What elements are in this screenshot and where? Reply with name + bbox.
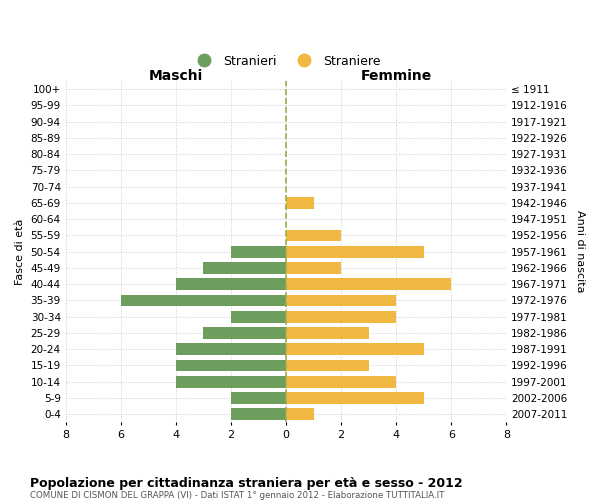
- Bar: [176, 344, 286, 355]
- Bar: [231, 246, 286, 258]
- Legend: Stranieri, Straniere: Stranieri, Straniere: [187, 50, 385, 73]
- Bar: [231, 408, 286, 420]
- Bar: [121, 294, 286, 306]
- Text: Femmine: Femmine: [361, 68, 432, 82]
- Bar: [286, 197, 314, 209]
- Bar: [286, 408, 314, 420]
- Bar: [203, 327, 286, 339]
- Text: Popolazione per cittadinanza straniera per età e sesso - 2012: Popolazione per cittadinanza straniera p…: [30, 478, 463, 490]
- Text: Maschi: Maschi: [149, 68, 203, 82]
- Bar: [286, 327, 369, 339]
- Text: COMUNE DI CISMON DEL GRAPPA (VI) - Dati ISTAT 1° gennaio 2012 - Elaborazione TUT: COMUNE DI CISMON DEL GRAPPA (VI) - Dati …: [30, 491, 445, 500]
- Bar: [231, 392, 286, 404]
- Bar: [286, 278, 451, 290]
- Bar: [203, 262, 286, 274]
- Bar: [286, 294, 396, 306]
- Bar: [176, 360, 286, 372]
- Y-axis label: Fasce di età: Fasce di età: [15, 218, 25, 285]
- Bar: [286, 360, 369, 372]
- Bar: [176, 278, 286, 290]
- Bar: [176, 376, 286, 388]
- Bar: [286, 262, 341, 274]
- Y-axis label: Anni di nascita: Anni di nascita: [575, 210, 585, 293]
- Bar: [231, 311, 286, 322]
- Bar: [286, 392, 424, 404]
- Bar: [286, 344, 424, 355]
- Bar: [286, 246, 424, 258]
- Bar: [286, 376, 396, 388]
- Bar: [286, 311, 396, 322]
- Bar: [286, 230, 341, 241]
